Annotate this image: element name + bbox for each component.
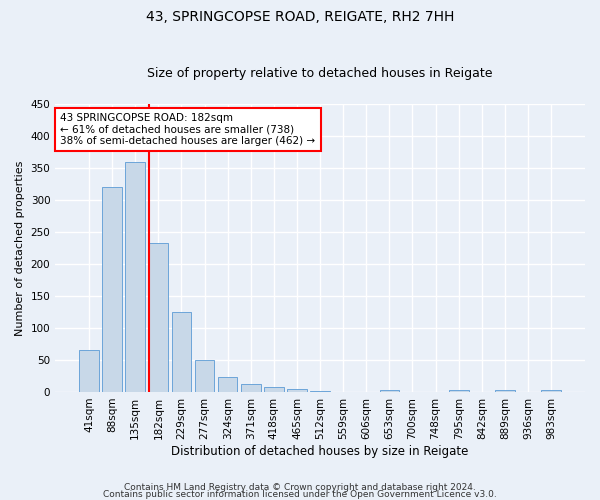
Bar: [79, 350, 99, 392]
Bar: [380, 390, 399, 392]
Bar: [541, 390, 561, 392]
Title: Size of property relative to detached houses in Reigate: Size of property relative to detached ho…: [148, 66, 493, 80]
Text: 43 SPRINGCOPSE ROAD: 182sqm
← 61% of detached houses are smaller (738)
38% of se: 43 SPRINGCOPSE ROAD: 182sqm ← 61% of det…: [61, 113, 316, 146]
Bar: [449, 390, 469, 392]
Bar: [495, 390, 515, 392]
Bar: [125, 162, 145, 392]
Bar: [310, 390, 330, 392]
X-axis label: Distribution of detached houses by size in Reigate: Distribution of detached houses by size …: [172, 444, 469, 458]
Bar: [103, 188, 122, 392]
Text: Contains HM Land Registry data © Crown copyright and database right 2024.: Contains HM Land Registry data © Crown c…: [124, 484, 476, 492]
Bar: [264, 387, 284, 392]
Bar: [149, 243, 168, 392]
Text: Contains public sector information licensed under the Open Government Licence v3: Contains public sector information licen…: [103, 490, 497, 499]
Bar: [172, 312, 191, 392]
Text: 43, SPRINGCOPSE ROAD, REIGATE, RH2 7HH: 43, SPRINGCOPSE ROAD, REIGATE, RH2 7HH: [146, 10, 454, 24]
Y-axis label: Number of detached properties: Number of detached properties: [15, 160, 25, 336]
Bar: [287, 389, 307, 392]
Bar: [241, 384, 260, 392]
Bar: [218, 378, 238, 392]
Bar: [195, 360, 214, 392]
